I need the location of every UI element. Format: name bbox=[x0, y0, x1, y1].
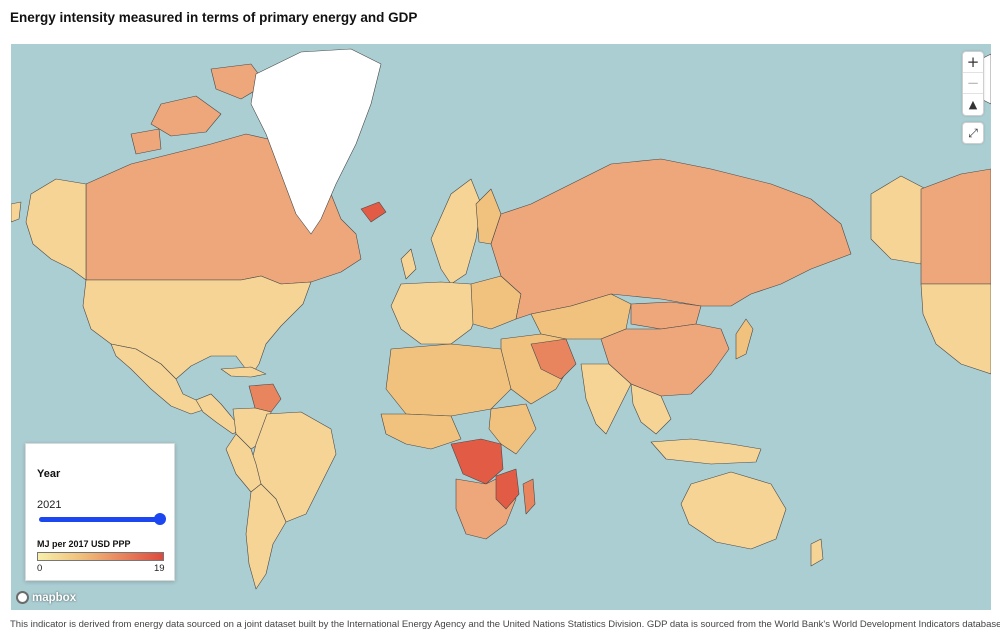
compass-icon[interactable]: ▲ bbox=[963, 94, 983, 115]
zoom-controls: + − ▲ bbox=[962, 51, 984, 116]
zoom-out-button[interactable]: − bbox=[963, 73, 983, 94]
legend-max-label: 19 bbox=[154, 563, 165, 574]
year-label: Year bbox=[37, 468, 61, 480]
year-slider-thumb[interactable] bbox=[154, 513, 166, 525]
country-iran[interactable] bbox=[530, 338, 577, 380]
year-value: 2021 bbox=[37, 499, 62, 511]
country-west-africa[interactable] bbox=[380, 413, 462, 450]
country-usa-east[interactable] bbox=[920, 283, 991, 375]
year-slider-track[interactable] bbox=[39, 517, 160, 522]
country-venezuela[interactable] bbox=[248, 383, 282, 413]
mapbox-logo-text: mapbox bbox=[32, 591, 77, 604]
mapbox-logo[interactable]: mapbox bbox=[16, 591, 76, 604]
country-cuba[interactable] bbox=[220, 366, 267, 378]
country-east-africa[interactable] bbox=[488, 403, 537, 455]
country-usa[interactable] bbox=[82, 275, 312, 380]
country-alaska-west[interactable] bbox=[11, 201, 22, 223]
choropleth-map[interactable]: + − ▲ ⤢ Year 2021 MJ per 2017 USD PPP 0 … bbox=[11, 44, 991, 610]
zoom-in-button[interactable]: + bbox=[963, 52, 983, 73]
country-uk[interactable] bbox=[400, 248, 417, 280]
legend-min-label: 0 bbox=[37, 563, 43, 574]
country-india[interactable] bbox=[580, 363, 632, 435]
footnote: This indicator is derived from energy da… bbox=[10, 619, 1000, 630]
country-indonesia[interactable] bbox=[650, 438, 762, 465]
country-alaska-east[interactable] bbox=[870, 175, 927, 265]
country-iceland[interactable] bbox=[360, 201, 387, 223]
legend-color-ramp bbox=[37, 552, 164, 561]
country-greenland[interactable] bbox=[250, 48, 382, 235]
country-madagascar[interactable] bbox=[522, 478, 536, 515]
fullscreen-icon[interactable]: ⤢ bbox=[962, 122, 984, 144]
country-drc[interactable] bbox=[450, 438, 504, 485]
legend-panel: Year 2021 MJ per 2017 USD PPP 0 19 bbox=[25, 443, 175, 581]
country-north-africa[interactable] bbox=[385, 343, 512, 417]
country-new-zealand[interactable] bbox=[810, 538, 824, 567]
country-western-europe[interactable] bbox=[390, 281, 482, 345]
country-southeast-asia[interactable] bbox=[630, 383, 672, 435]
country-alaska[interactable] bbox=[25, 178, 87, 281]
country-canada-east[interactable] bbox=[920, 168, 991, 285]
legend-unit-label: MJ per 2017 USD PPP bbox=[37, 539, 131, 549]
country-russia[interactable] bbox=[490, 158, 852, 320]
country-mozambique[interactable] bbox=[495, 468, 520, 510]
country-australia[interactable] bbox=[680, 471, 787, 550]
world-map-svg[interactable] bbox=[11, 44, 991, 610]
country-scandinavia[interactable] bbox=[430, 178, 482, 285]
country-argentina[interactable] bbox=[245, 483, 287, 590]
country-japan[interactable] bbox=[735, 318, 754, 360]
page-title: Energy intensity measured in terms of pr… bbox=[10, 10, 418, 25]
mapbox-logo-icon bbox=[16, 591, 29, 604]
